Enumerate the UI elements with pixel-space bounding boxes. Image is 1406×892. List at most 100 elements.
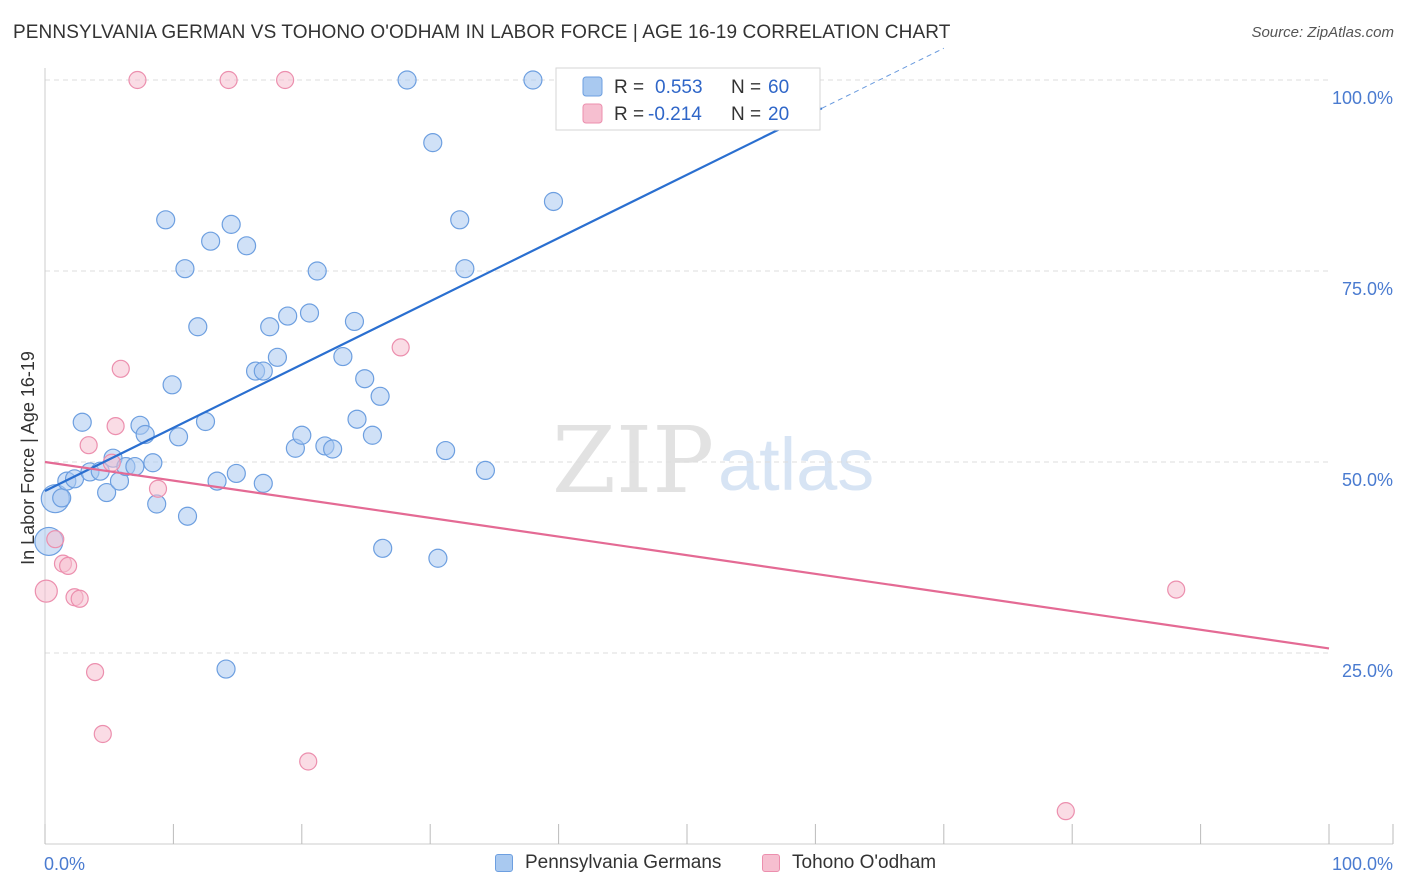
legend-n-label-1: N = xyxy=(731,77,761,98)
data-point-tohono-oodham xyxy=(46,530,65,549)
legend-label-tohono-oodham: Tohono O'odham xyxy=(792,852,937,873)
data-point-pennsylvania-germans xyxy=(267,347,288,367)
data-point-pennsylvania-germans xyxy=(450,210,470,230)
data-point-pennsylvania-germans xyxy=(355,369,375,389)
data-point-tohono-oodham xyxy=(70,589,89,608)
data-point-pennsylvania-germans xyxy=(52,488,72,508)
series-legend: Pennsylvania Germans Tohono O'odham xyxy=(0,850,1406,880)
data-point-pennsylvania-germans xyxy=(253,361,273,381)
data-point-pennsylvania-germans xyxy=(523,70,543,90)
legend-n-value-2: 20 xyxy=(768,104,789,125)
data-point-pennsylvania-germans xyxy=(347,409,367,429)
data-point-tohono-oodham xyxy=(1056,802,1075,821)
data-point-pennsylvania-germans xyxy=(292,425,312,445)
legend-label-pennsylvania-germans: Pennsylvania Germans xyxy=(525,852,722,873)
trend-line-pennsylvania-germans xyxy=(44,107,823,493)
grid-lines xyxy=(45,79,1329,654)
trend-line-tohono-oodham xyxy=(44,460,1330,650)
data-point-pennsylvania-germans xyxy=(143,453,163,473)
data-point-pennsylvania-germans xyxy=(201,231,221,251)
data-point-tohono-oodham xyxy=(276,70,295,90)
data-point-pennsylvania-germans xyxy=(333,346,353,367)
data-point-pennsylvania-germans xyxy=(175,259,195,279)
data-point-tohono-oodham xyxy=(93,724,112,744)
x-tick-label-min: 0.0% xyxy=(44,854,85,874)
data-point-pennsylvania-germans xyxy=(162,375,182,395)
data-point-pennsylvania-germans xyxy=(216,659,236,679)
data-point-pennsylvania-germans xyxy=(226,463,246,484)
data-point-pennsylvania-germans xyxy=(543,191,564,212)
watermark: ZIP atlas xyxy=(552,407,874,514)
legend-item-pennsylvania-germans: Pennsylvania Germans xyxy=(495,852,721,874)
data-point-pennsylvania-germans xyxy=(236,236,257,256)
data-point-pennsylvania-germans xyxy=(370,386,390,406)
data-point-pennsylvania-germans xyxy=(188,317,208,337)
y-tick-labels: 25.0% 50.0% 75.0% 100.0% xyxy=(1332,88,1393,681)
data-point-pennsylvania-germans xyxy=(475,460,496,481)
x-tick-label-max: 100.0% xyxy=(1332,854,1393,874)
legend-item-tohono-oodham: Tohono O'odham xyxy=(762,852,936,874)
data-point-pennsylvania-germans xyxy=(362,425,383,445)
correlation-legend: R = 0.553 N = 60 R = -0.214 N = 20 xyxy=(555,67,821,131)
legend-swatch-blue xyxy=(582,76,603,97)
data-point-tohono-oodham xyxy=(79,436,98,455)
data-point-pennsylvania-germans xyxy=(397,70,417,90)
series-tohono-oodham xyxy=(34,70,1186,821)
data-point-tohono-oodham xyxy=(34,579,58,603)
data-point-pennsylvania-germans xyxy=(253,473,273,493)
data-point-pennsylvania-germans xyxy=(436,440,456,461)
data-point-tohono-oodham xyxy=(148,479,168,498)
legend-r-value-1: 0.553 xyxy=(655,77,703,98)
data-point-pennsylvania-germans xyxy=(97,482,117,503)
y-axis-label: In Labor Force | Age 16-19 xyxy=(18,351,38,565)
watermark-atlas: atlas xyxy=(718,423,874,506)
legend-n-value-1: 60 xyxy=(768,77,789,98)
data-point-pennsylvania-germans xyxy=(168,427,189,447)
data-point-pennsylvania-germans xyxy=(177,506,198,526)
data-point-tohono-oodham xyxy=(111,359,130,378)
watermark-zip: ZIP xyxy=(552,407,714,514)
chart-title: PENNSYLVANIA GERMAN VS TOHONO O'ODHAM IN… xyxy=(13,22,951,43)
data-point-tohono-oodham xyxy=(219,70,238,90)
data-point-pennsylvania-germans xyxy=(428,548,448,568)
data-point-tohono-oodham xyxy=(85,662,105,682)
data-point-tohono-oodham xyxy=(391,338,410,357)
data-point-tohono-oodham xyxy=(299,752,318,771)
data-point-pennsylvania-germans xyxy=(344,311,365,332)
y-tick-label: 50.0% xyxy=(1342,470,1393,490)
data-point-pennsylvania-germans xyxy=(278,306,298,326)
series-pennsylvania-germans xyxy=(34,70,791,679)
data-point-pennsylvania-germans xyxy=(307,261,327,281)
x-tick-labels: 0.0% 100.0% xyxy=(44,854,1393,874)
data-point-pennsylvania-germans xyxy=(221,214,241,234)
data-point-tohono-oodham xyxy=(106,416,125,436)
y-tick-label: 75.0% xyxy=(1342,279,1393,299)
legend-r-label-1: R = xyxy=(614,77,644,98)
y-tick-label: 100.0% xyxy=(1332,88,1393,108)
legend-n-label-2: N = xyxy=(731,104,761,125)
data-point-pennsylvania-germans xyxy=(72,412,92,432)
data-point-tohono-oodham xyxy=(1167,580,1186,599)
data-point-pennsylvania-germans xyxy=(423,133,443,153)
legend-r-label-2: R = xyxy=(614,104,644,125)
source-label: Source: ZipAtlas.com xyxy=(1251,24,1394,41)
legend-swatch-tohono-oodham xyxy=(762,854,780,872)
data-point-tohono-oodham xyxy=(102,453,121,472)
legend-r-value-2: -0.214 xyxy=(648,104,702,125)
y-tick-label: 25.0% xyxy=(1342,661,1393,681)
legend-swatch-pennsylvania-germans xyxy=(495,854,513,872)
data-point-pennsylvania-germans xyxy=(156,210,176,230)
data-point-tohono-oodham xyxy=(128,70,147,90)
data-point-pennsylvania-germans xyxy=(323,439,343,459)
data-point-pennsylvania-germans xyxy=(125,456,145,477)
axes xyxy=(44,68,1394,845)
trend-lines xyxy=(44,47,1330,650)
data-point-pennsylvania-germans xyxy=(299,303,320,323)
legend-swatch-pink xyxy=(582,103,603,124)
data-point-pennsylvania-germans xyxy=(455,259,475,279)
data-point-pennsylvania-germans xyxy=(373,538,393,558)
trend-line-pennsylvania-germans-extension xyxy=(821,47,945,109)
data-point-pennsylvania-germans xyxy=(260,317,280,337)
data-point-tohono-oodham xyxy=(59,556,78,576)
